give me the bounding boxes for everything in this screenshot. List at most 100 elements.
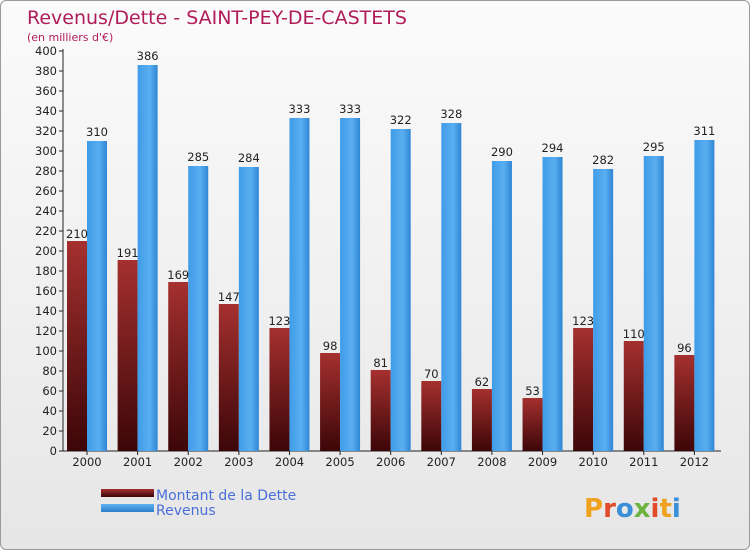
data-label-revenus: 285 bbox=[187, 150, 209, 164]
bar-debt bbox=[573, 328, 594, 451]
bar-debt bbox=[522, 398, 543, 451]
y-tick-label: 340 bbox=[35, 104, 57, 118]
x-tick-label: 2012 bbox=[680, 455, 709, 469]
y-tick-label: 160 bbox=[35, 284, 57, 298]
bar-revenus bbox=[390, 129, 411, 451]
legend-swatch-debt bbox=[101, 489, 154, 497]
y-tick-label: 220 bbox=[35, 224, 57, 238]
data-label-revenus: 328 bbox=[440, 107, 462, 121]
data-label-debt: 70 bbox=[424, 367, 439, 381]
data-label-revenus: 333 bbox=[339, 102, 361, 116]
y-tick-label: 180 bbox=[35, 264, 57, 278]
y-tick-label: 60 bbox=[42, 384, 57, 398]
data-label-debt: 110 bbox=[623, 327, 645, 341]
data-label-debt: 191 bbox=[117, 246, 139, 260]
chart-subtitle: (en milliers d'€) bbox=[27, 31, 113, 44]
bar-debt bbox=[320, 353, 341, 451]
axes: 0 20 40 60 80 100 120 140 160 180 200 220 240 260 280 3… bbox=[35, 44, 721, 469]
data-label-debt: 123 bbox=[268, 314, 290, 328]
x-tick-label: 2006 bbox=[376, 455, 405, 469]
x-tick-label: 2002 bbox=[174, 455, 203, 469]
data-label-revenus: 333 bbox=[288, 102, 310, 116]
y-tick-label: 260 bbox=[35, 184, 57, 198]
x-tick-label: 2000 bbox=[72, 455, 101, 469]
bar-debt bbox=[218, 304, 239, 451]
data-label-revenus: 311 bbox=[693, 124, 715, 138]
y-tick-label: 360 bbox=[35, 84, 57, 98]
data-label-debt: 123 bbox=[572, 314, 594, 328]
data-label-debt: 96 bbox=[677, 341, 692, 355]
x-tick-label: 2004 bbox=[275, 455, 304, 469]
bar-revenus bbox=[441, 123, 462, 451]
svg-text:Proxiti: Proxiti bbox=[584, 494, 681, 524]
x-tick-label: 2005 bbox=[325, 455, 354, 469]
data-label-revenus: 310 bbox=[86, 125, 108, 139]
legend-swatch-revenus bbox=[101, 504, 154, 512]
data-label-debt: 169 bbox=[167, 268, 189, 282]
bar-debt bbox=[269, 328, 290, 451]
y-tick-label: 200 bbox=[35, 244, 57, 258]
y-tick-label: 320 bbox=[35, 124, 57, 138]
y-tick-label: 380 bbox=[35, 64, 57, 78]
bar-revenus bbox=[542, 157, 563, 451]
data-label-debt: 147 bbox=[218, 290, 240, 304]
bar-revenus bbox=[289, 118, 310, 451]
data-label-debt: 53 bbox=[525, 384, 540, 398]
y-tick-label: 140 bbox=[35, 304, 57, 318]
bar-debt bbox=[471, 389, 492, 451]
bar-debt bbox=[674, 355, 695, 451]
bar-debt bbox=[370, 370, 391, 451]
y-tick-label: 40 bbox=[42, 404, 57, 418]
data-label-debt: 81 bbox=[373, 356, 388, 370]
x-tick-label: 2003 bbox=[224, 455, 253, 469]
bar-debt bbox=[117, 260, 138, 451]
bar-revenus bbox=[188, 166, 209, 451]
bar-revenus bbox=[137, 65, 158, 451]
bar-debt bbox=[421, 381, 442, 451]
bar-revenus bbox=[643, 156, 664, 451]
data-label-revenus: 295 bbox=[643, 140, 665, 154]
chart-title: Revenus/Dette - SAINT-PEY-DE-CASTETS bbox=[27, 7, 407, 29]
bar-revenus bbox=[238, 167, 259, 451]
x-tick-label: 2009 bbox=[528, 455, 557, 469]
data-label-revenus: 290 bbox=[491, 145, 513, 159]
y-tick-label: 100 bbox=[35, 344, 57, 358]
legend: Montant de la Dette Revenus bbox=[101, 488, 296, 519]
y-tick-label: 240 bbox=[35, 204, 57, 218]
bar-revenus bbox=[340, 118, 361, 451]
data-labels: 210 310 191 386 169 285 147 284 123 333 98 333 81 322… bbox=[66, 49, 715, 398]
y-tick-label: 20 bbox=[42, 424, 57, 438]
data-label-revenus: 294 bbox=[542, 141, 564, 155]
data-label-revenus: 386 bbox=[137, 49, 159, 63]
x-tick-label: 2007 bbox=[427, 455, 456, 469]
bar-revenus bbox=[593, 169, 614, 451]
x-tick-label: 2010 bbox=[579, 455, 608, 469]
bar-debt bbox=[67, 241, 87, 451]
y-tick-label: 300 bbox=[35, 144, 57, 158]
legend-label-debt: Montant de la Dette bbox=[156, 488, 296, 504]
data-label-debt: 98 bbox=[323, 339, 338, 353]
y-tick-label: 80 bbox=[42, 364, 57, 378]
bar-revenus bbox=[87, 141, 107, 451]
x-tick-label: 2011 bbox=[629, 455, 658, 469]
bars bbox=[67, 65, 715, 451]
data-label-revenus: 322 bbox=[390, 113, 412, 127]
legend-label-revenus: Revenus bbox=[156, 503, 216, 519]
data-label-revenus: 284 bbox=[238, 151, 260, 165]
data-label-debt: 62 bbox=[475, 375, 490, 389]
y-tick-label: 120 bbox=[35, 324, 57, 338]
y-tick-label: 280 bbox=[35, 164, 57, 178]
proxiti-logo: Proxiti bbox=[584, 494, 681, 524]
data-label-debt: 210 bbox=[66, 227, 88, 241]
bar-revenus bbox=[491, 161, 512, 451]
data-label-revenus: 282 bbox=[592, 153, 614, 167]
bar-debt bbox=[168, 282, 189, 451]
x-tick-label: 2001 bbox=[123, 455, 152, 469]
y-tick-label: 0 bbox=[50, 444, 57, 458]
bar-debt bbox=[623, 341, 644, 451]
y-tick-label: 400 bbox=[35, 44, 57, 58]
x-tick-label: 2008 bbox=[477, 455, 506, 469]
bar-revenus bbox=[694, 140, 715, 451]
